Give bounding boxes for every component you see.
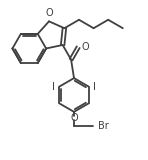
Text: O: O [70, 113, 78, 123]
Text: O: O [82, 42, 90, 52]
Text: O: O [45, 8, 53, 18]
Text: Br: Br [98, 121, 108, 131]
Text: I: I [52, 82, 55, 92]
Text: I: I [93, 82, 96, 92]
